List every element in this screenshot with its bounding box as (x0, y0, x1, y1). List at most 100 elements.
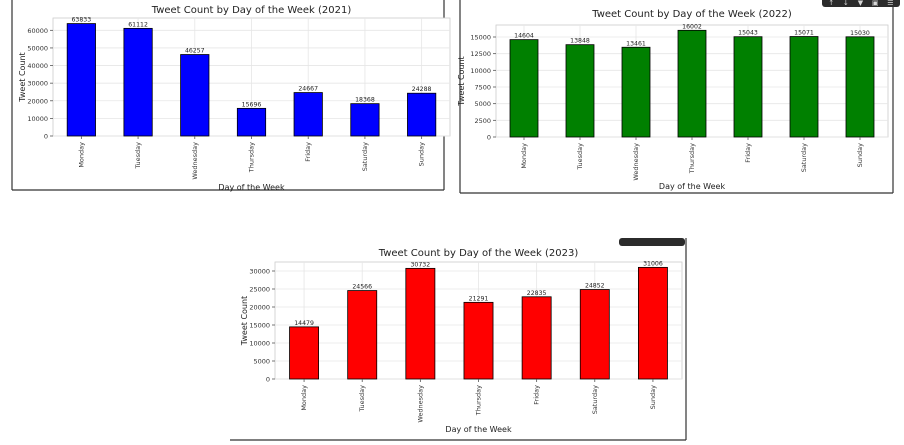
pin-icon[interactable]: ▼ (857, 0, 864, 7)
data-label: 15043 (738, 30, 758, 37)
y-tick-label: 2500 (474, 117, 491, 125)
x-axis-label: Day of the Week (218, 183, 285, 192)
data-label: 24288 (412, 86, 432, 93)
y-tick-label: 30000 (249, 268, 270, 276)
x-tick-label: Friday (533, 385, 541, 405)
y-axis-label: Tweet Count (240, 296, 249, 346)
bar-tuesday (347, 290, 378, 380)
bar-friday (293, 92, 323, 137)
y-tick-label: 40000 (27, 62, 48, 70)
y-tick-label: 0 (266, 376, 270, 384)
data-label: 31006 (643, 260, 663, 267)
x-tick-label: Wednesday (191, 142, 199, 180)
y-tick-label: 5000 (253, 358, 270, 366)
x-tick-label: Monday (520, 143, 528, 169)
x-axis-label: Day of the Week (659, 182, 726, 191)
x-tick-label: Thursday (248, 142, 256, 173)
y-tick-label: 20000 (27, 97, 48, 105)
y-tick-label: 5000 (474, 100, 491, 108)
x-tick-label: Saturday (800, 143, 808, 172)
x-tick-label: Wednesday (416, 385, 424, 423)
data-label: 14479 (294, 320, 314, 327)
bar-tuesday (123, 27, 153, 137)
data-label: 18368 (355, 97, 375, 104)
y-tick-label: 30000 (27, 80, 48, 88)
bar-wednesday (180, 54, 210, 137)
x-tick-label: Saturday (591, 385, 599, 414)
bar-friday (733, 36, 763, 138)
data-label: 15030 (850, 30, 870, 37)
data-label: 15071 (794, 30, 814, 37)
bar-monday (509, 39, 539, 138)
x-tick-label: Sunday (418, 142, 426, 166)
x-tick-label: Monday (77, 142, 85, 168)
arrow-up-icon[interactable]: ↑ (828, 0, 835, 7)
bar-thursday (236, 107, 267, 137)
data-label: 30732 (411, 261, 431, 268)
bar-wednesday (405, 267, 436, 380)
bar-monday (66, 23, 96, 137)
x-tick-label: Thursday (475, 385, 483, 416)
x-tick-label: Saturday (361, 142, 369, 171)
chart-title: Tweet Count by Day of the Week (2023) (378, 248, 579, 259)
y-tick-label: 7500 (474, 84, 491, 92)
data-label: 16002 (682, 23, 702, 30)
y-tick-label: 25000 (249, 286, 270, 294)
chart-title: Tweet Count by Day of the Week (2021) (151, 5, 352, 16)
data-label: 24667 (298, 86, 318, 93)
data-label: 22835 (527, 290, 547, 297)
x-tick-label: Tuesday (134, 142, 142, 170)
y-tick-label: 12500 (470, 50, 491, 58)
copy-icon[interactable]: ▣ (871, 0, 879, 7)
data-label: 15696 (242, 101, 262, 108)
y-tick-label: 20000 (249, 304, 270, 312)
y-tick-label: 15000 (470, 34, 491, 42)
chart-panel-0: 0 10000 20000 30000 40000 50000 60000 63833 Mond… (11, 0, 451, 192)
data-label: 24852 (585, 283, 605, 290)
bar-tuesday (565, 44, 595, 138)
y-tick-label: 10000 (249, 340, 270, 348)
bar-friday (521, 296, 552, 380)
x-tick-label: Thursday (688, 143, 696, 174)
x-tick-label: Sunday (649, 385, 657, 409)
x-tick-label: Sunday (856, 143, 864, 167)
delete-icon[interactable]: ☰ (887, 0, 894, 7)
data-label: 61112 (128, 21, 148, 28)
bar-monday (289, 326, 320, 380)
x-tick-label: Wednesday (632, 143, 640, 181)
bar-sunday (845, 36, 875, 138)
x-tick-label: Tuesday (576, 143, 584, 171)
data-label: 46257 (185, 48, 205, 55)
chart-panel-1: 0 2500 5000 7500 10000 12500 15000 14604 Monday 1… (457, 0, 894, 194)
chart-title: Tweet Count by Day of the Week (2022) (591, 9, 792, 20)
data-label: 24566 (352, 284, 372, 291)
bar-thursday (463, 301, 494, 380)
x-tick-label: Friday (744, 143, 752, 163)
bar-thursday (677, 29, 707, 138)
data-label: 13461 (626, 40, 646, 47)
data-label: 21291 (469, 295, 489, 302)
y-tick-label: 10000 (27, 115, 48, 123)
chart-panel-2: 0 5000 10000 15000 20000 25000 30000 14479 Monda… (230, 238, 687, 441)
data-label: 14604 (514, 33, 534, 40)
cell-toolbar: ↑ ↓ ▼ ▣ ☰ (822, 0, 900, 7)
bar-saturday (350, 103, 380, 137)
output-toolbar[interactable] (619, 238, 685, 246)
bar-sunday (407, 92, 437, 137)
arrow-down-icon[interactable]: ↓ (843, 0, 849, 7)
x-tick-label: Friday (304, 142, 312, 162)
x-tick-label: Monday (300, 385, 308, 411)
bar-saturday (789, 36, 819, 138)
bar-saturday (579, 289, 610, 380)
y-tick-label: 15000 (249, 322, 270, 330)
x-tick-label: Tuesday (358, 385, 366, 413)
y-tick-label: 50000 (27, 44, 48, 52)
bar-wednesday (621, 46, 651, 138)
x-axis-label: Day of the Week (445, 425, 512, 434)
y-tick-label: 0 (487, 134, 491, 142)
y-tick-label: 0 (44, 133, 48, 141)
y-axis-label: Tweet Count (18, 52, 27, 102)
bar-sunday (637, 266, 668, 380)
